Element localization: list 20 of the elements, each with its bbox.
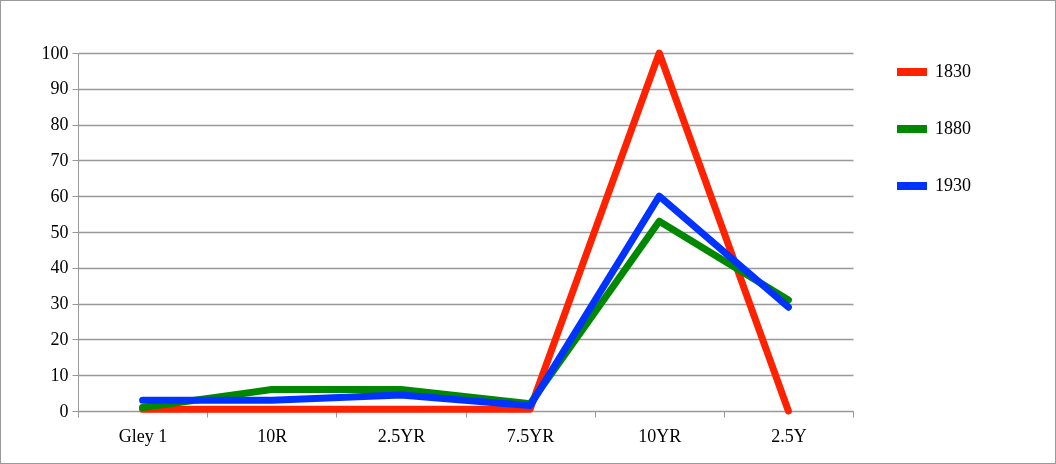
y-tick-label: 0 xyxy=(59,400,69,421)
y-tick-label: 80 xyxy=(50,114,69,135)
y-tick-label: 70 xyxy=(50,149,69,170)
x-tick-label: 7.5YR xyxy=(506,425,555,446)
y-tick-label: 10 xyxy=(50,364,69,385)
legend-label: 1830 xyxy=(935,61,971,81)
legend-label: 1930 xyxy=(935,175,971,195)
y-tick-label: 40 xyxy=(50,257,69,278)
x-tick-label: 10YR xyxy=(638,425,682,446)
y-tick-label: 30 xyxy=(50,293,69,314)
x-tick-label: 2.5Y xyxy=(771,425,807,446)
y-tick-label: 60 xyxy=(50,185,69,206)
x-tick-label: 2.5YR xyxy=(377,425,426,446)
y-tick-label: 20 xyxy=(50,328,69,349)
y-tick-label: 100 xyxy=(41,42,69,63)
y-tick-label: 90 xyxy=(50,78,69,99)
y-tick-label: 50 xyxy=(50,221,69,242)
legend-label: 1880 xyxy=(935,118,971,138)
x-tick-label: Gley 1 xyxy=(118,425,168,446)
x-tick-label: 10R xyxy=(257,425,288,446)
